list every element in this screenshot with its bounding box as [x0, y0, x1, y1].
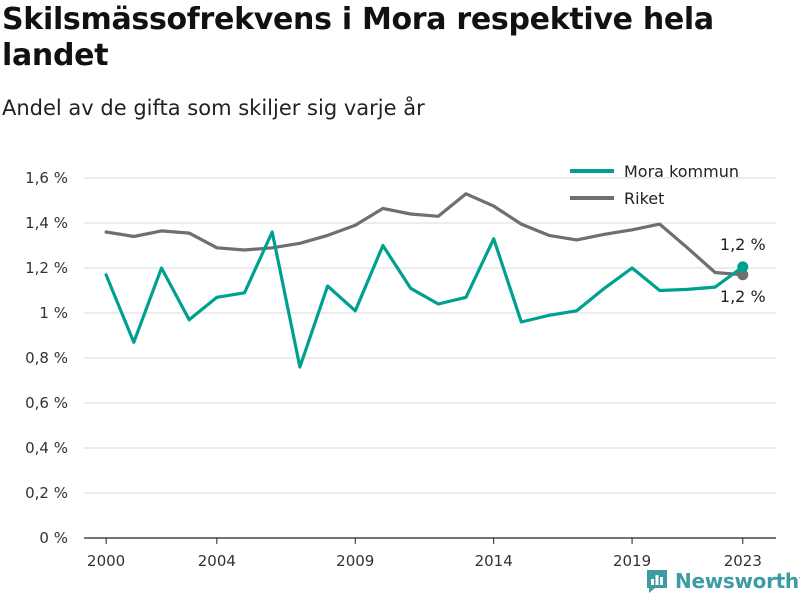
newsworthy-logo-text: Newsworthy: [675, 569, 800, 593]
newsworthy-logo: Newsworthy: [645, 568, 800, 594]
y-tick-label: 0 %: [39, 529, 68, 547]
y-tick-label: 0,6 %: [25, 394, 68, 412]
x-tick-label: 2014: [475, 552, 513, 570]
y-tick-label: 0,4 %: [25, 439, 68, 457]
x-tick-label: 2023: [724, 552, 762, 570]
end-value-label: 1,2 %: [720, 235, 766, 254]
x-axis: 2000 2004 2009 2014 2019 2023: [87, 538, 762, 570]
grid-lines: [84, 177, 776, 539]
x-tick-label: 2004: [198, 552, 236, 570]
y-axis-labels: 0 % 0,2 % 0,4 % 0,6 % 0,8 % 1 % 1,2 % 1,4 % 1,6 …: [25, 169, 68, 547]
legend-label: Riket: [624, 189, 664, 208]
y-tick-label: 0,8 %: [25, 349, 68, 367]
y-tick-label: 0,2 %: [25, 484, 68, 502]
series-line-riket: [104, 192, 745, 277]
series-lines: [104, 192, 745, 369]
series-endpoint-riket: [737, 269, 749, 281]
series-endpoint-mora-kommun: [737, 261, 749, 273]
legend: Mora kommun Riket: [570, 162, 739, 208]
series-endpoints: 1,2 % 1,2 %: [720, 235, 766, 306]
x-tick-label: 2009: [336, 552, 374, 570]
y-tick-label: 1,6 %: [25, 169, 68, 187]
x-tick-label: 2019: [613, 552, 651, 570]
chart-title: Skilsmässofrekvens i Mora respektive hel…: [2, 2, 714, 73]
legend-label: Mora kommun: [624, 162, 739, 181]
chart-subtitle: Andel av de gifta som skiljer sig varje …: [2, 96, 425, 120]
y-tick-label: 1 %: [39, 304, 68, 322]
y-tick-label: 1,4 %: [25, 214, 68, 232]
series-line-mora-kommun: [104, 230, 745, 369]
y-tick-label: 1,2 %: [25, 259, 68, 277]
newsworthy-logo-icon: [647, 570, 667, 593]
x-tick-label: 2000: [87, 552, 125, 570]
end-value-label: 1,2 %: [720, 287, 766, 306]
